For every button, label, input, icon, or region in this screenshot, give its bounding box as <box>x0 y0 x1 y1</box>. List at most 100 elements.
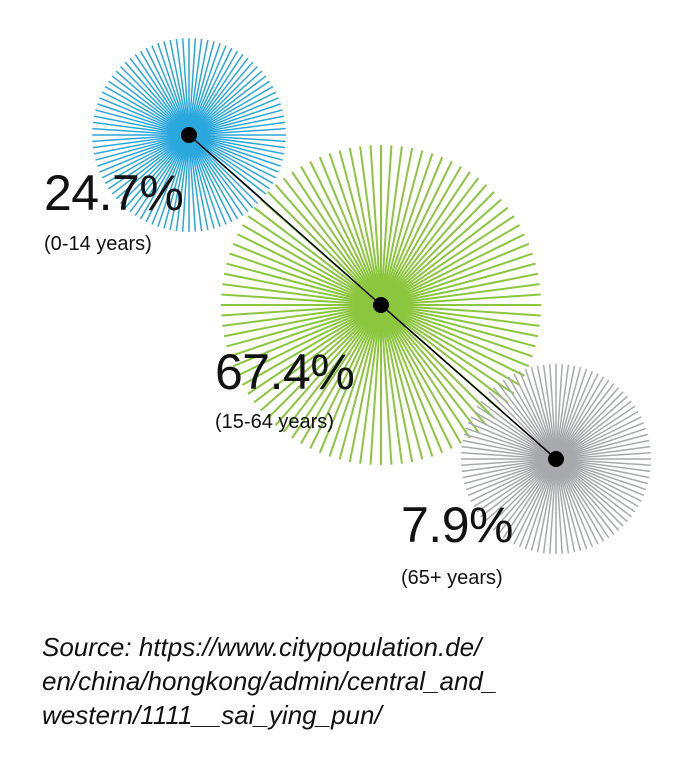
burst-ray <box>111 75 190 136</box>
burst-ray <box>338 150 382 306</box>
burst-ray <box>169 134 190 231</box>
burst-ray <box>221 293 382 306</box>
burst-ray <box>188 134 274 185</box>
burst-ray <box>555 367 582 460</box>
burst-ray <box>274 304 382 426</box>
burst-ray <box>188 134 249 213</box>
burst-ray <box>124 134 190 209</box>
burst-ray <box>188 75 267 136</box>
burst-ray <box>97 103 190 136</box>
burst-ray <box>188 134 283 161</box>
burst-ray <box>380 184 488 306</box>
burst-ray <box>232 304 382 368</box>
burst-ray <box>555 458 650 479</box>
burst-ray <box>555 458 594 548</box>
burst-ray <box>188 85 274 136</box>
burst-ray <box>151 45 190 136</box>
burst-ray <box>465 458 557 491</box>
burst-ray <box>555 433 648 460</box>
burst-ray <box>274 184 382 306</box>
burst-ray <box>188 134 227 225</box>
burst-ray <box>188 50 239 136</box>
burst-ray <box>188 134 215 229</box>
burst-ray <box>226 304 382 348</box>
burst-ray <box>188 134 221 227</box>
burst-ray <box>108 134 190 190</box>
burst-ray <box>380 224 521 306</box>
burst-ray <box>309 161 382 306</box>
burst-ray <box>380 304 525 377</box>
burst-ray <box>555 458 647 491</box>
burst-ray <box>536 458 557 553</box>
burst-ray <box>492 458 557 531</box>
burst-ray <box>169 39 190 136</box>
burst-ray <box>328 153 382 306</box>
burst-ray <box>348 304 382 463</box>
burst-ray <box>380 304 488 426</box>
burst-ray <box>309 304 382 449</box>
burst-ray <box>555 395 628 460</box>
burst-ray <box>524 368 557 460</box>
burst-ray <box>300 304 382 445</box>
burst-ray <box>380 304 521 386</box>
burst-ray <box>241 304 382 386</box>
burst-ray <box>555 458 651 466</box>
burst-ray <box>115 70 190 136</box>
burst-ray <box>188 80 270 136</box>
burst-ray <box>380 304 495 419</box>
burst-ray <box>513 373 557 460</box>
group-label-15-64: (15-64 years) <box>215 411 334 433</box>
burst-ray <box>549 458 557 554</box>
burst-ray <box>484 458 557 523</box>
burst-ray <box>188 134 244 216</box>
burst-ray <box>300 165 382 306</box>
burst-ray <box>555 391 624 460</box>
burst-ray <box>92 134 190 143</box>
burst-ray <box>380 304 533 358</box>
burst-ray <box>229 252 382 306</box>
burst-ray <box>555 376 605 460</box>
burst-ray <box>97 134 190 167</box>
burst-ray <box>380 171 471 306</box>
burst-ray <box>188 127 286 136</box>
burst-ray <box>188 38 197 136</box>
burst-ray <box>555 458 605 542</box>
burst-ray <box>555 379 610 460</box>
burst-ray <box>129 134 190 213</box>
burst-ray <box>241 224 382 306</box>
burst-ray <box>380 304 414 463</box>
burst-ray <box>188 134 270 190</box>
burst-ray <box>247 304 382 395</box>
burst-ray <box>530 367 557 460</box>
burst-ray <box>380 304 453 449</box>
burst-ray <box>555 458 610 539</box>
burst-ray <box>549 364 557 460</box>
burst-ray <box>555 370 594 460</box>
burst-ray <box>380 177 480 306</box>
burst-ray <box>380 304 434 457</box>
burst-ray <box>480 458 557 518</box>
burst-ray <box>99 134 190 173</box>
percent-label-65-plus: 7.9% <box>401 497 513 553</box>
burst-ray <box>188 109 283 136</box>
burst-ray <box>229 304 382 358</box>
burst-ray <box>461 458 557 466</box>
burst-ray <box>157 134 190 227</box>
burst-ray <box>188 134 279 173</box>
burst-ray <box>115 134 190 200</box>
burst-ray <box>555 365 576 460</box>
burst-ray <box>188 57 249 136</box>
burst-ray <box>488 391 557 460</box>
burst-ray <box>119 65 190 136</box>
burst-ray <box>555 439 650 460</box>
burst-ray <box>555 373 599 460</box>
burst-ray <box>188 134 203 232</box>
burst-ray <box>134 54 190 136</box>
burst-ray <box>188 115 285 136</box>
burst-ray <box>380 304 393 465</box>
burst-ray <box>380 252 533 306</box>
burst-ray <box>464 458 557 485</box>
burst-65-plus <box>461 364 651 554</box>
burst-ray <box>555 364 563 460</box>
